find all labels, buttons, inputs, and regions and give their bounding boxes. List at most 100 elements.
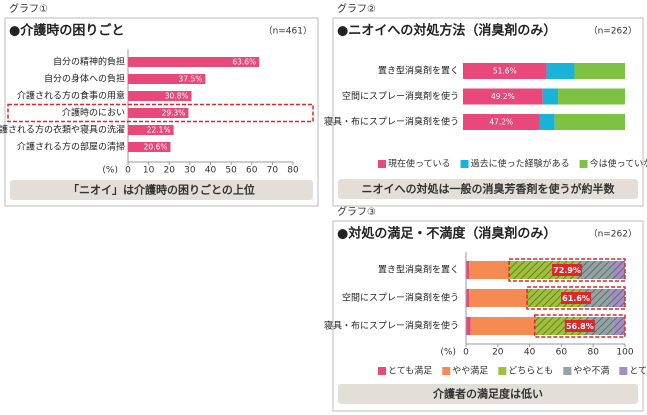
sample-size: （n=262） bbox=[589, 26, 637, 37]
highlight-label-bg bbox=[561, 292, 592, 304]
sample-size: （n=262） bbox=[589, 229, 637, 240]
bar-segment bbox=[466, 289, 470, 307]
legend-swatch bbox=[378, 160, 386, 168]
value-label: 20.6% bbox=[144, 143, 168, 152]
category-label: 介護時のにおい bbox=[62, 107, 125, 119]
panel-label: グラフ③ bbox=[337, 205, 376, 218]
x-tick-label: 20 bbox=[164, 166, 176, 176]
bar-segment bbox=[469, 289, 528, 307]
sample-size: （n=461） bbox=[264, 26, 312, 37]
bar-segment bbox=[546, 63, 575, 79]
x-tick-label: 40 bbox=[205, 166, 217, 176]
bar bbox=[128, 74, 206, 84]
category-label: 置き型消臭剤を置く bbox=[378, 264, 459, 276]
x-tick-label: 60 bbox=[556, 348, 568, 358]
chart-title: ●対処の満足・不満度（消臭剤のみ） bbox=[337, 226, 556, 242]
bar bbox=[128, 91, 192, 101]
category-label: 寝具・布にスプレー消臭剤を使う bbox=[324, 320, 459, 332]
chart-title: ●介護時の困りごと bbox=[9, 23, 124, 39]
x-unit: (%) bbox=[440, 348, 456, 358]
bar-segment bbox=[539, 114, 555, 130]
x-tick-label: 80 bbox=[287, 166, 299, 176]
value-label: 22.1% bbox=[147, 126, 171, 135]
highlight-box bbox=[526, 286, 626, 310]
x-unit: (%) bbox=[102, 166, 118, 176]
legend-label: どちらとも bbox=[508, 366, 553, 377]
x-tick-label: 80 bbox=[587, 348, 599, 358]
category-label: 寝具・布にスプレー消臭剤を使う bbox=[324, 116, 459, 128]
value-label: 51.6% bbox=[493, 67, 517, 76]
bar bbox=[128, 142, 171, 152]
highlight-label: 72.9% bbox=[553, 266, 581, 275]
bar bbox=[128, 125, 174, 135]
legend-swatch bbox=[619, 367, 628, 375]
panel-label: グラフ① bbox=[9, 2, 48, 15]
panel-label: グラフ② bbox=[337, 2, 376, 15]
panel bbox=[332, 17, 644, 207]
value-label: 47.2% bbox=[489, 118, 513, 127]
bar bbox=[128, 57, 260, 67]
legend-label: 今は使っていない bbox=[590, 158, 647, 170]
x-tick-label: 10 bbox=[143, 166, 155, 176]
value-label: 29.3% bbox=[162, 109, 186, 118]
chart-title: ●ニオイへの対処方法（消臭剤のみ） bbox=[337, 23, 556, 39]
highlight-label: 56.8% bbox=[566, 322, 594, 331]
value-label: 37.5% bbox=[179, 75, 203, 84]
footer-box bbox=[338, 384, 638, 404]
footer: 介護者の満足度は低い bbox=[432, 387, 543, 401]
footer-box bbox=[10, 180, 313, 200]
x-tick-label: 30 bbox=[184, 166, 196, 176]
legend-swatch bbox=[460, 160, 469, 168]
footer-box bbox=[338, 179, 638, 199]
highlight-box bbox=[533, 314, 626, 338]
footer: 「ニオイ」は介護時の困りごとの上位 bbox=[68, 183, 255, 197]
category-label: 自分の身体への負担 bbox=[44, 73, 125, 85]
highlight-label-bg bbox=[564, 320, 595, 332]
legend-swatch bbox=[498, 367, 507, 375]
value-label: 63.6% bbox=[232, 58, 256, 67]
category-label: 自分の精神的負担 bbox=[53, 56, 125, 68]
bar-segment bbox=[542, 88, 559, 105]
x-tick-label: 40 bbox=[524, 348, 536, 358]
category-label: 介護される方の部屋の清掃 bbox=[17, 141, 125, 153]
x-tick-label: 0 bbox=[463, 348, 469, 358]
x-tick-label: 70 bbox=[267, 166, 279, 176]
bar-segment bbox=[463, 88, 543, 105]
legend-label: やや満足 bbox=[452, 366, 488, 377]
x-tick-label: 50 bbox=[225, 166, 237, 176]
bar-segment bbox=[466, 261, 470, 279]
panel bbox=[332, 220, 644, 412]
highlight-box bbox=[508, 258, 626, 282]
bar-segment bbox=[470, 317, 535, 335]
value-label: 30.8% bbox=[165, 92, 189, 101]
bar-segment bbox=[463, 63, 547, 79]
bar-segment bbox=[469, 261, 510, 279]
bar-segment bbox=[463, 114, 540, 130]
bar-segment bbox=[466, 317, 471, 335]
bar bbox=[128, 108, 189, 118]
legend-swatch bbox=[563, 367, 572, 375]
bar-segment bbox=[574, 63, 625, 79]
bar-segment bbox=[554, 114, 625, 130]
highlight-label-bg bbox=[552, 264, 583, 276]
x-tick-label: 60 bbox=[246, 166, 258, 176]
x-tick-label: 20 bbox=[492, 348, 504, 358]
legend-swatch bbox=[442, 367, 451, 375]
highlight-box bbox=[7, 103, 314, 123]
category-label: 介護される方の衣類や寝具の洗濯 bbox=[0, 124, 125, 136]
category-label: 介護される方の食事の用意 bbox=[17, 90, 125, 102]
legend-label: 現在使っている bbox=[388, 158, 451, 170]
x-tick-label: 0 bbox=[125, 166, 131, 176]
legend-swatch bbox=[579, 160, 588, 168]
legend-label: とても不満 bbox=[629, 366, 647, 377]
legend-swatch bbox=[378, 367, 386, 375]
highlight-label: 61.6% bbox=[562, 294, 590, 303]
legend-label: やや不満 bbox=[573, 366, 609, 377]
legend-label: とても満足 bbox=[388, 366, 432, 377]
bar-segment bbox=[558, 88, 625, 105]
footer: ニオイへの対処は一般の消臭芳香剤を使うが約半数 bbox=[362, 182, 616, 196]
legend-label: 過去に使った経験がある bbox=[471, 158, 570, 170]
category-label: 空間にスプレー消臭剤を使う bbox=[342, 292, 459, 304]
x-tick-label: 100 bbox=[616, 348, 633, 358]
